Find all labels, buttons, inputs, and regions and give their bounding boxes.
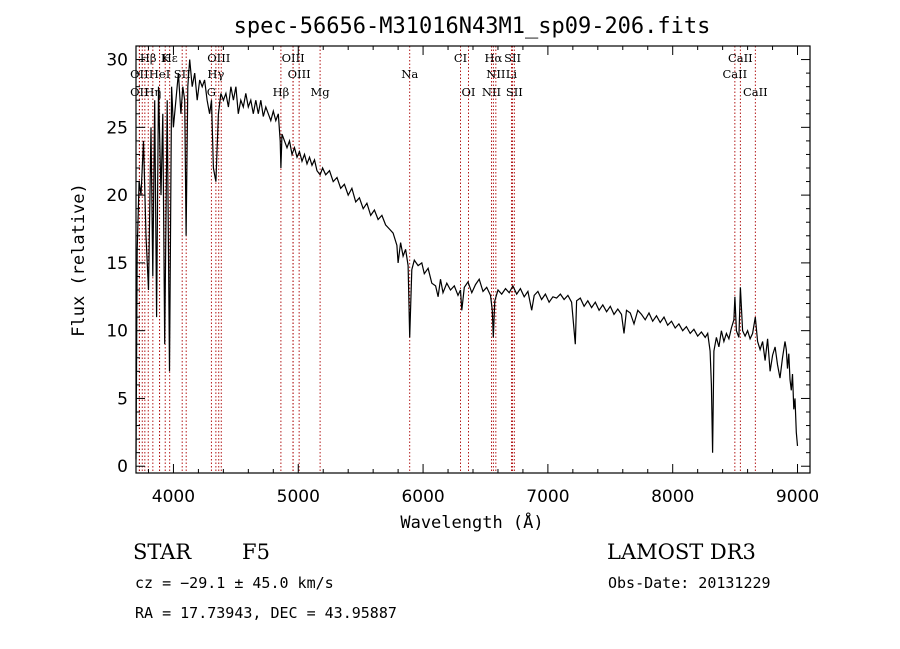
line-label-7: SII (504, 51, 521, 65)
line-label-14: Na (401, 67, 418, 81)
coordinates: RA = 17.73943, DEC = 43.95887 (135, 604, 397, 622)
line-label-2: Hε (162, 51, 178, 65)
object-type: STAR (133, 540, 192, 564)
line-label-22: Mg (311, 85, 331, 99)
line-label-5: CI (454, 51, 467, 65)
line-label-25: SII (506, 85, 523, 99)
line-label-20: G (207, 85, 216, 99)
x-tick-label-9000: 9000 (776, 487, 819, 507)
observation-date: Obs-Date: 20131229 (608, 574, 771, 592)
line-label-8: CaII (728, 51, 753, 65)
y-tick-label-30: 30 (106, 51, 128, 71)
y-tick-label-25: 25 (106, 118, 128, 138)
x-tick-label-7000: 7000 (526, 487, 569, 507)
object-subclass: F5 (242, 540, 270, 564)
line-label-9: OII (130, 67, 149, 81)
line-label-24: NII (482, 85, 501, 99)
line-label-12: Hγ (207, 67, 224, 81)
redshift-velocity: cz = −29.1 ± 45.0 km/s (135, 574, 334, 592)
y-tick-label-15: 15 (106, 254, 128, 274)
line-label-0: Hβ (140, 51, 157, 65)
line-label-13: OIII (288, 67, 311, 81)
survey-name: LAMOST DR3 (607, 540, 756, 564)
line-label-16: Li (506, 67, 518, 81)
line-label-6: Hα (484, 51, 502, 65)
line-label-21: Hβ (273, 85, 290, 99)
chart-title: spec-56656-M31016N43M1_sp09-206.fits (234, 14, 711, 39)
line-label-26: CaII (743, 85, 768, 99)
y-tick-label-20: 20 (106, 186, 128, 206)
x-axis-label: Wavelength (Å) (400, 511, 543, 533)
x-tick-label-8000: 8000 (651, 487, 694, 507)
spectrum-line (135, 59, 799, 460)
line-label-19: Hη (144, 85, 161, 99)
x-tick-label-6000: 6000 (401, 487, 444, 507)
y-tick-label-10: 10 (106, 322, 128, 342)
x-axis: 4000 5000 6000 7000 8000 9000 (147, 46, 819, 507)
y-tick-label-5: 5 (117, 389, 128, 409)
line-label-4: OIII (282, 51, 305, 65)
line-label-15: NII (486, 67, 505, 81)
line-label-3: OIII (207, 51, 230, 65)
line-label-10: HeI (149, 67, 170, 81)
x-tick-label-5000: 5000 (277, 487, 320, 507)
x-tick-label-4000: 4000 (152, 487, 195, 507)
line-label-18: OII (130, 85, 149, 99)
plot-frame (135, 45, 811, 474)
y-tick-label-0: 0 (117, 457, 128, 477)
y-axis-label: Flux (relative) (69, 183, 89, 337)
line-label-17: CaII (722, 67, 747, 81)
line-label-23: OI (462, 85, 476, 99)
y-axis: 0 5 10 15 20 25 30 (106, 51, 810, 477)
spectral-line-markers (138, 46, 756, 473)
line-label-1: K (161, 51, 170, 65)
